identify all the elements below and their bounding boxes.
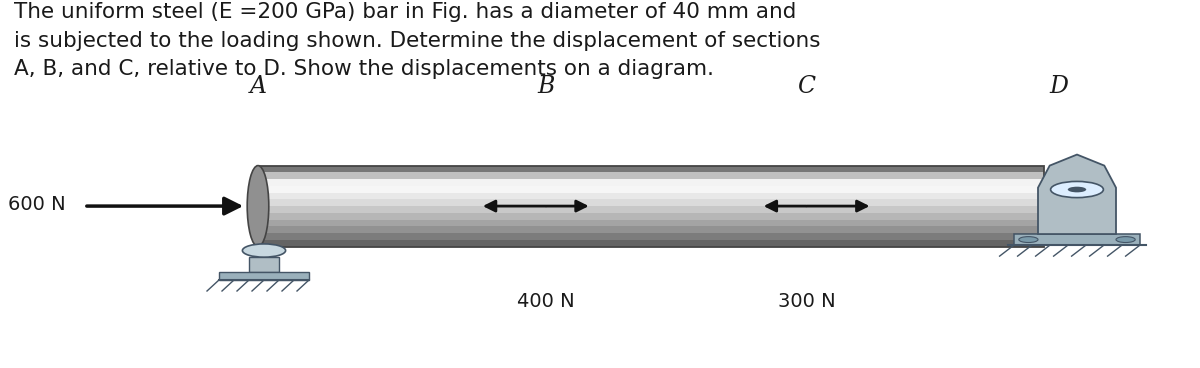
Bar xyxy=(258,166,1044,172)
Bar xyxy=(258,179,1044,186)
Circle shape xyxy=(1051,181,1104,198)
Polygon shape xyxy=(1038,155,1116,234)
Bar xyxy=(258,199,1044,206)
Text: 600 N: 600 N xyxy=(8,195,66,214)
Bar xyxy=(1014,234,1140,245)
Circle shape xyxy=(1068,187,1086,192)
Text: The uniform steel (E =200 GPa) bar in Fig. has a diameter of 40 mm and
is subjec: The uniform steel (E =200 GPa) bar in Fi… xyxy=(14,2,821,79)
Bar xyxy=(258,240,1044,247)
Bar xyxy=(258,192,1044,199)
Text: C: C xyxy=(797,74,816,98)
Bar xyxy=(258,213,1044,220)
Bar xyxy=(258,206,1044,213)
Circle shape xyxy=(1116,237,1135,243)
Circle shape xyxy=(242,244,286,257)
Bar xyxy=(220,272,310,280)
Circle shape xyxy=(1019,237,1038,243)
Bar xyxy=(258,220,1044,226)
Text: D: D xyxy=(1049,74,1068,98)
Bar xyxy=(250,257,278,272)
Text: B: B xyxy=(538,74,554,98)
Text: 400 N: 400 N xyxy=(517,292,575,311)
Bar xyxy=(258,186,1044,192)
Text: A: A xyxy=(250,74,266,98)
Bar xyxy=(258,233,1044,240)
Bar xyxy=(258,172,1044,179)
Bar xyxy=(258,226,1044,233)
Ellipse shape xyxy=(247,166,269,247)
Text: 300 N: 300 N xyxy=(778,292,835,311)
Bar xyxy=(258,166,1044,247)
